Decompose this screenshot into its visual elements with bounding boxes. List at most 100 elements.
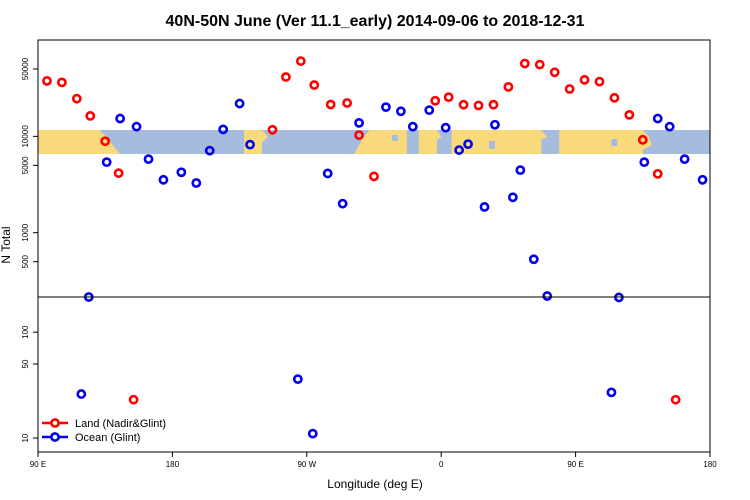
land-point xyxy=(609,92,620,103)
ocean-point xyxy=(697,174,708,185)
ocean-point xyxy=(218,124,229,135)
plot-frame xyxy=(37,39,711,453)
land-point xyxy=(624,109,635,120)
ocean-point xyxy=(143,154,154,165)
ocean-point xyxy=(479,202,490,212)
land-point xyxy=(594,76,605,87)
legend-label: Ocean (Glint) xyxy=(75,432,140,444)
ocean-point xyxy=(515,165,526,176)
land-point xyxy=(71,93,82,104)
legend-label: Land (Nadir&Glint) xyxy=(75,418,166,430)
map-lake xyxy=(488,141,495,149)
ocean-point xyxy=(176,167,187,178)
ocean-point xyxy=(463,139,473,150)
ocean-point xyxy=(101,157,112,168)
land-point xyxy=(280,72,291,82)
ocean-point xyxy=(606,387,617,398)
map-land xyxy=(559,130,643,154)
x-tick-label: 90 W xyxy=(297,460,316,469)
land-point xyxy=(579,74,590,85)
data-points xyxy=(42,56,708,439)
axes: 10 50 100 500 1000 5000 10000 50000 90 E 180 90 W 0… xyxy=(21,39,717,469)
land-point xyxy=(488,99,499,110)
legend: Land (Nadir&Glint) Ocean (Glint) xyxy=(42,418,166,444)
land-point xyxy=(430,95,441,106)
x-tick-label: 0 xyxy=(439,460,444,469)
x-axis-label: Longitude (deg E) xyxy=(327,477,422,491)
land-point xyxy=(128,394,139,405)
land-point xyxy=(503,81,514,92)
land-point xyxy=(342,98,353,108)
land-point xyxy=(56,77,67,88)
ocean-point xyxy=(354,117,364,128)
y-tick-label: 50000 xyxy=(21,57,30,80)
ocean-point xyxy=(381,102,391,113)
legend-marker xyxy=(50,418,60,428)
ocean-point xyxy=(131,121,142,132)
ocean-series xyxy=(76,98,708,439)
map-lake xyxy=(391,135,398,141)
land-series xyxy=(42,56,681,405)
land-point xyxy=(113,168,124,179)
ocean-point xyxy=(322,168,333,179)
legend-marker xyxy=(50,432,60,442)
ocean-point xyxy=(292,374,303,385)
land-point xyxy=(473,100,484,111)
land-point xyxy=(369,171,379,182)
map-coast xyxy=(635,130,652,154)
land-point xyxy=(652,168,663,179)
y-axis-label: N Total xyxy=(0,226,13,263)
land-point xyxy=(549,67,560,78)
ocean-point xyxy=(424,105,435,116)
x-tick-label: 180 xyxy=(703,460,717,469)
map-coast xyxy=(527,130,548,154)
map-land xyxy=(38,130,100,154)
ocean-point xyxy=(664,121,675,132)
ocean-point xyxy=(76,389,87,399)
y-tick-label: 10 xyxy=(21,433,30,442)
ocean-point xyxy=(407,121,418,132)
x-tick-label: 180 xyxy=(166,460,180,469)
x-tick-label: 90 E xyxy=(567,460,583,469)
chart-title: 40N-50N June (Ver 11.1_early) 2014-09-06… xyxy=(166,13,585,30)
land-point xyxy=(100,136,111,147)
map-coast xyxy=(451,130,464,154)
ocean-point xyxy=(115,113,126,124)
map-coast xyxy=(424,130,442,154)
map-lake xyxy=(611,139,618,146)
land-point xyxy=(42,76,52,86)
map-land xyxy=(369,130,407,154)
ocean-point xyxy=(158,174,169,185)
land-point xyxy=(670,394,681,405)
map-coast xyxy=(256,130,268,154)
ocean-point xyxy=(307,428,318,439)
land-point xyxy=(637,134,648,145)
land-point xyxy=(534,59,545,70)
land-point xyxy=(458,99,469,110)
ocean-point xyxy=(234,98,245,109)
ocean-point xyxy=(245,139,255,150)
ocean-point xyxy=(191,178,202,188)
land-point xyxy=(325,99,336,110)
ocean-point xyxy=(440,122,451,133)
ocean-point xyxy=(490,119,500,130)
ocean-point xyxy=(395,106,406,117)
land-point xyxy=(309,80,320,90)
y-tick-label: 10000 xyxy=(21,125,30,148)
land-point xyxy=(85,110,96,121)
land-point xyxy=(267,124,278,135)
land-point xyxy=(295,56,306,66)
y-tick-label: 50 xyxy=(21,359,30,368)
ocean-point xyxy=(542,291,553,301)
ocean-point xyxy=(652,113,663,124)
ocean-point xyxy=(679,154,690,165)
ocean-point xyxy=(639,157,650,168)
ocean-point xyxy=(204,145,215,156)
world-map-band xyxy=(38,130,710,154)
ocean-point xyxy=(454,145,465,155)
land-point xyxy=(443,92,454,103)
y-tick-label: 1000 xyxy=(21,223,30,241)
ocean-point xyxy=(507,192,518,203)
